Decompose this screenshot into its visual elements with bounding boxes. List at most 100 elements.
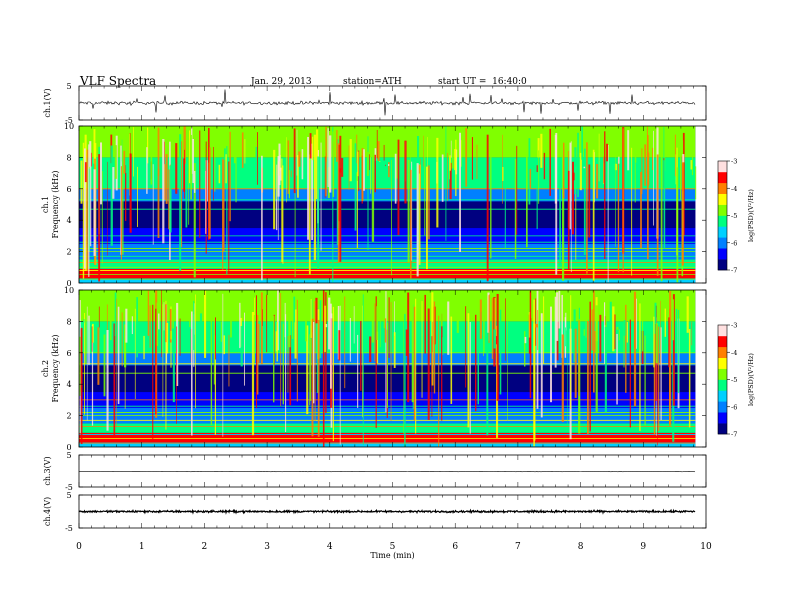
- x-axis-label: Time (min): [370, 551, 414, 560]
- sferic-streak: [370, 157, 371, 194]
- sferic-streak: [319, 300, 322, 359]
- y-tick-label: 5: [66, 491, 71, 500]
- sferic-streak: [339, 135, 342, 173]
- sferic-streak: [355, 172, 358, 181]
- trace-group: [79, 89, 696, 116]
- y-tick-label: 2: [66, 412, 71, 421]
- sferic-streak: [476, 144, 478, 179]
- frequency-band: [79, 188, 696, 202]
- sferic-streak: [570, 141, 572, 273]
- sferic-streak: [433, 301, 436, 394]
- sferic-streak: [642, 168, 645, 178]
- sferic-streak: [538, 150, 540, 204]
- x-tick-label: 10: [700, 542, 712, 552]
- sferic-streak: [103, 334, 106, 397]
- sferic-streak: [147, 290, 150, 336]
- sferic-streak: [465, 128, 468, 187]
- sferic-streak: [450, 140, 452, 158]
- sferic-streak: [336, 130, 338, 162]
- sferic-streak: [423, 135, 424, 167]
- sferic-streak: [85, 309, 87, 365]
- frequency-band: [79, 432, 696, 443]
- sferic-streak: [543, 152, 546, 180]
- colorbar-swatch: [718, 423, 727, 435]
- sferic-streak: [124, 335, 126, 409]
- colorbar-swatch: [718, 357, 727, 369]
- sferic-streak: [112, 167, 115, 199]
- sferic-streak: [442, 332, 444, 355]
- sferic-streak: [654, 302, 657, 324]
- sferic-streak: [554, 296, 557, 368]
- sferic-streak: [612, 306, 615, 352]
- sferic-streak: [615, 136, 616, 247]
- sferic-streak: [537, 310, 539, 351]
- sferic-streak: [305, 303, 307, 342]
- sferic-streak: [599, 314, 602, 362]
- sferic-streak: [205, 141, 207, 254]
- sferic-streak: [562, 145, 565, 281]
- sferic-streak: [441, 154, 444, 202]
- x-tick-label: 6: [452, 542, 458, 552]
- sferic-streak: [317, 156, 320, 269]
- sferic-streak: [179, 318, 181, 356]
- sferic-streak: [120, 166, 122, 260]
- sferic-streak: [86, 306, 88, 421]
- sferic-streak: [574, 328, 577, 398]
- sferic-streak: [84, 162, 87, 183]
- sferic-streak: [394, 301, 395, 336]
- sferic-streak: [146, 147, 148, 194]
- sferic-streak: [607, 144, 609, 283]
- sferic-streak: [675, 308, 678, 343]
- sferic-streak: [426, 166, 428, 270]
- sferic-streak: [640, 171, 642, 249]
- sferic-streak: [341, 158, 344, 177]
- sferic-streak: [220, 321, 222, 342]
- sferic-streak: [376, 129, 378, 159]
- sferic-streak: [570, 295, 572, 409]
- sferic-streak: [653, 130, 654, 226]
- sferic-streak: [563, 142, 565, 199]
- sferic-streak: [344, 296, 346, 389]
- colorbar-swatch: [718, 248, 727, 260]
- sferic-streak: [384, 318, 387, 343]
- colorbar-swatch: [718, 346, 727, 358]
- colorbar-swatch: [718, 412, 727, 424]
- sferic-streak: [653, 316, 655, 368]
- sferic-streak: [639, 303, 641, 431]
- sferic-streak: [477, 326, 479, 405]
- sferic-streak: [260, 292, 263, 365]
- y-tick-label: 6: [66, 349, 71, 358]
- sferic-streak: [348, 145, 350, 190]
- sferic-streak: [489, 294, 490, 332]
- sferic-streak: [634, 163, 636, 203]
- sferic-streak: [280, 167, 283, 181]
- sferic-streak: [449, 162, 452, 200]
- sferic-streak: [454, 149, 457, 171]
- sferic-streak: [535, 298, 537, 346]
- sferic-streak: [311, 143, 313, 241]
- sferic-streak: [157, 127, 160, 239]
- sferic-streak: [559, 166, 561, 264]
- sferic-streak: [631, 147, 633, 276]
- y-tick-label: 0: [66, 443, 71, 452]
- sferic-streak: [535, 323, 538, 328]
- x-tick-label: 7: [515, 542, 521, 552]
- sferic-streak: [349, 317, 351, 362]
- sferic-streak: [150, 134, 153, 185]
- sferic-streak: [330, 303, 332, 389]
- sferic-streak: [691, 321, 693, 346]
- colorbar-swatch: [718, 215, 727, 227]
- sferic-streak: [172, 332, 175, 403]
- sferic-streak: [296, 299, 298, 402]
- y-axis-label: Frequency (kHz): [51, 334, 60, 402]
- sferic-streak: [360, 321, 362, 391]
- sferic-streak: [374, 154, 376, 193]
- sferic-streak: [314, 301, 316, 421]
- sferic-streak: [339, 168, 342, 262]
- sferic-streak: [671, 299, 675, 341]
- sferic-streak: [162, 138, 165, 244]
- sferic-streak: [147, 127, 149, 164]
- sferic-streak: [565, 327, 566, 347]
- sferic-streak: [89, 141, 92, 247]
- sferic-streak: [558, 290, 561, 329]
